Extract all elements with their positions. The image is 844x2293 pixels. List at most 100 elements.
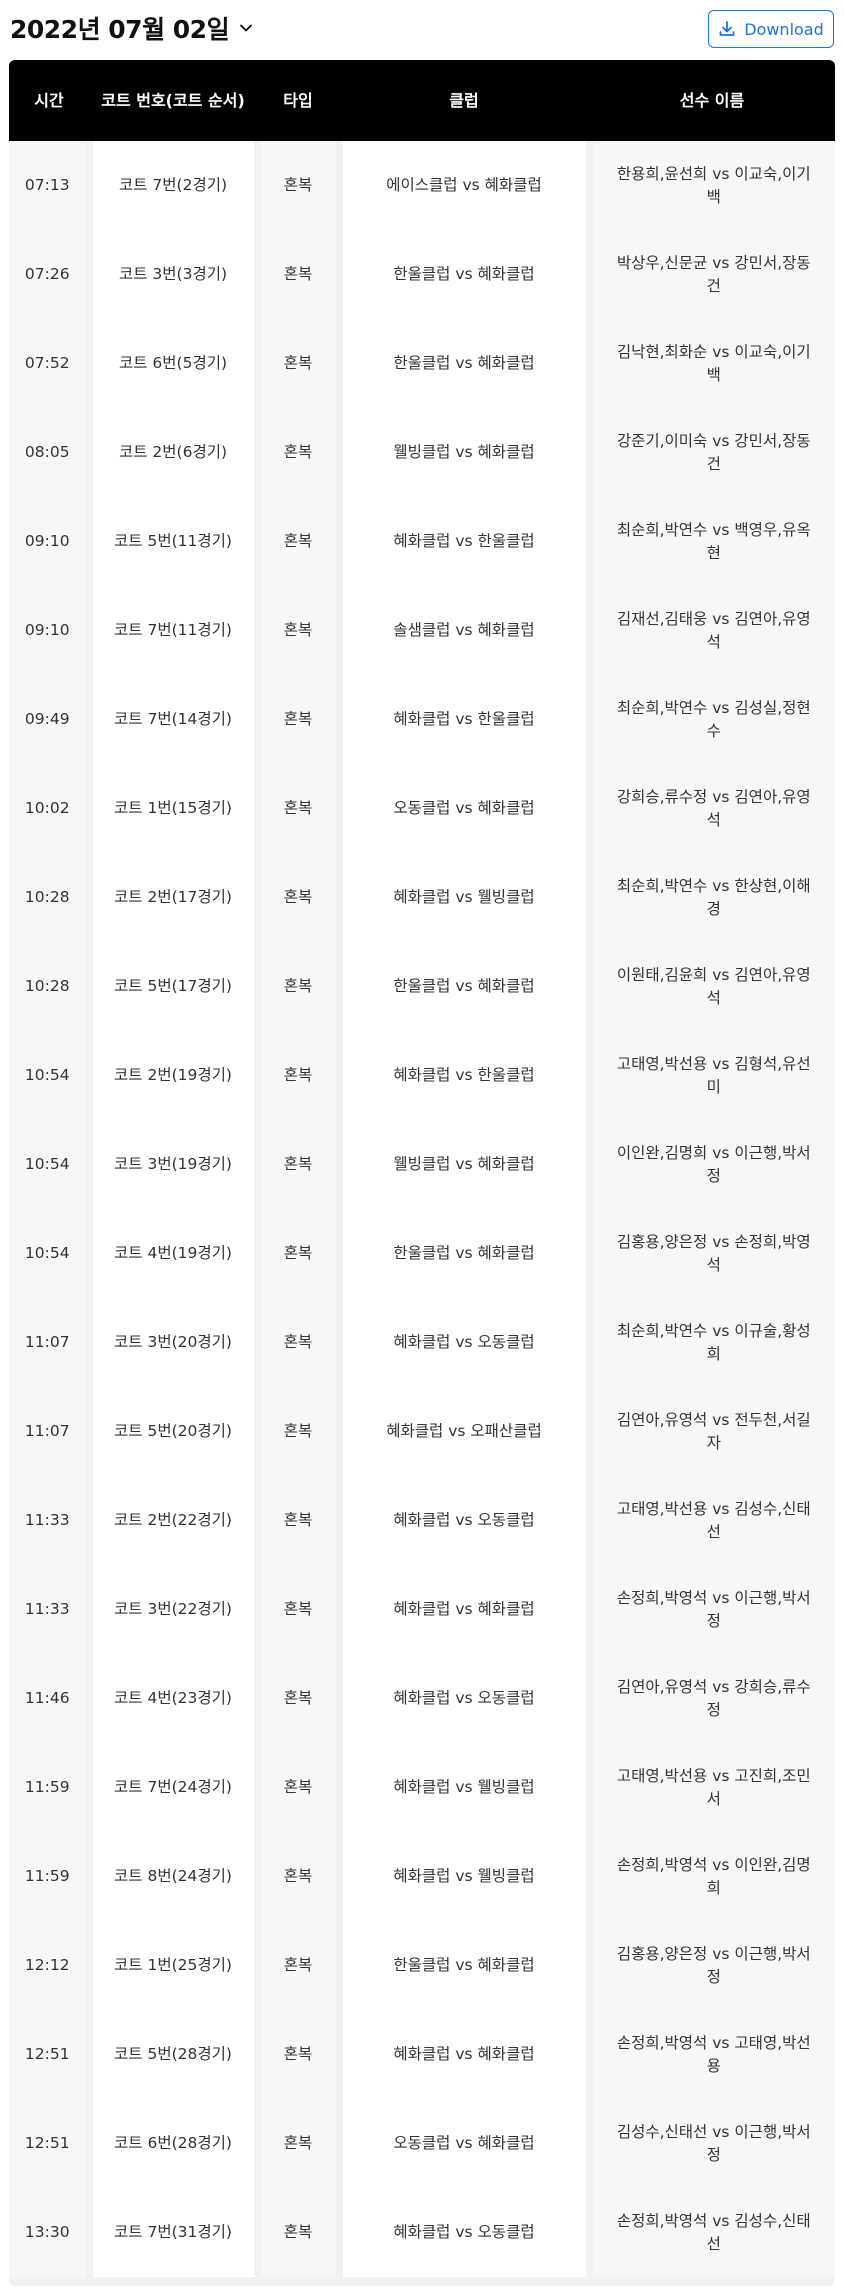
cell-court: 코트 3번(19경기) (89, 1120, 261, 1209)
date-title: 2022년 07월 02일 (10, 15, 230, 44)
cell-time: 11:59 (9, 1832, 93, 1921)
cell-time: 07:52 (9, 319, 93, 408)
cell-club: 오동클럽 vs 혜화클럽 (339, 764, 593, 853)
cell-type: 혼복 (257, 1743, 343, 1832)
cell-court: 코트 5번(28경기) (89, 2010, 261, 2099)
cell-court: 코트 5번(20경기) (89, 1387, 261, 1476)
schedule-table-container: 시간 코트 번호(코트 순서) 타입 클럽 선수 이름 07:13 코트 7번(2… (9, 60, 835, 2286)
cell-players: 강희승,류수정 vs 김연아,유영석 (589, 764, 835, 853)
cell-type: 혼복 (257, 408, 343, 497)
table-row: 10:54 코트 4번(19경기) 혼복 한울클럽 vs 혜화클럽 김홍용,양은정 vs… (9, 1209, 835, 1298)
cell-players: 김홍용,양은정 vs 손정희,박영석 (589, 1209, 835, 1298)
cell-time: 12:51 (9, 2099, 93, 2188)
cell-court: 코트 7번(14경기) (89, 675, 261, 764)
table-row: 11:59 코트 7번(24경기) 혼복 혜화클럽 vs 웰빙클럽 고태영,박선용 vs… (9, 1743, 835, 1832)
cell-players: 한용희,윤선희 vs 이교숙,이기백 (589, 141, 835, 230)
cell-type: 혼복 (257, 1832, 343, 1921)
cell-type: 혼복 (257, 141, 343, 230)
cell-time: 11:33 (9, 1476, 93, 1565)
cell-type: 혼복 (257, 764, 343, 853)
cell-time: 12:12 (9, 1921, 93, 2010)
cell-players: 최순희,박연수 vs 백영우,유옥현 (589, 497, 835, 586)
cell-court: 코트 6번(28경기) (89, 2099, 261, 2188)
cell-club: 에이스클럽 vs 혜화클럽 (339, 141, 593, 230)
table-row: 11:33 코트 2번(22경기) 혼복 혜화클럽 vs 오동클럽 고태영,박선용 vs… (9, 1476, 835, 1565)
cell-players: 최순희,박연수 vs 한상현,이해경 (589, 853, 835, 942)
download-label: Download (744, 19, 824, 39)
cell-court: 코트 7번(31경기) (89, 2188, 261, 2277)
cell-court: 코트 2번(22경기) (89, 1476, 261, 1565)
column-header-players: 선수 이름 (589, 60, 835, 141)
cell-type: 혼복 (257, 1298, 343, 1387)
table-row: 07:13 코트 7번(2경기) 혼복 에이스클럽 vs 혜화클럽 한용희,윤선희 vs… (9, 141, 835, 230)
cell-club: 한울클럽 vs 혜화클럽 (339, 230, 593, 319)
cell-court: 코트 1번(15경기) (89, 764, 261, 853)
cell-time: 10:54 (9, 1031, 93, 1120)
table-row: 10:02 코트 1번(15경기) 혼복 오동클럽 vs 혜화클럽 강희승,류수정 vs… (9, 764, 835, 853)
cell-court: 코트 6번(5경기) (89, 319, 261, 408)
cell-court: 코트 4번(19경기) (89, 1209, 261, 1298)
table-row: 12:51 코트 6번(28경기) 혼복 오동클럽 vs 혜화클럽 김성수,신태선 vs… (9, 2099, 835, 2188)
table-row: 11:07 코트 5번(20경기) 혼복 혜화클럽 vs 오패산클럽 김연아,유영석 v… (9, 1387, 835, 1476)
cell-club: 한울클럽 vs 혜화클럽 (339, 1921, 593, 2010)
date-selector[interactable]: 2022년 07월 02일 (10, 10, 253, 46)
table-row: 10:28 코트 5번(17경기) 혼복 한울클럽 vs 혜화클럽 이원태,김윤희 vs… (9, 942, 835, 1031)
cell-type: 혼복 (257, 1921, 343, 2010)
cell-court: 코트 7번(24경기) (89, 1743, 261, 1832)
table-row: 07:26 코트 3번(3경기) 혼복 한울클럽 vs 혜화클럽 박상우,신문균 vs … (9, 230, 835, 319)
table-row: 09:10 코트 5번(11경기) 혼복 혜화클럽 vs 한울클럽 최순희,박연수 vs… (9, 497, 835, 586)
table-row: 08:05 코트 2번(6경기) 혼복 웰빙클럽 vs 혜화클럽 강준기,이미숙 vs … (9, 408, 835, 497)
cell-time: 11:07 (9, 1298, 93, 1387)
cell-court: 코트 2번(6경기) (89, 408, 261, 497)
top-bar: 2022년 07월 02일 Download (0, 0, 844, 58)
table-row: 13:30 코트 7번(31경기) 혼복 혜화클럽 vs 오동클럽 손정희,박영석 vs… (9, 2188, 835, 2277)
cell-type: 혼복 (257, 497, 343, 586)
cell-club: 오동클럽 vs 혜화클럽 (339, 2099, 593, 2188)
cell-time: 09:10 (9, 586, 93, 675)
cell-type: 혼복 (257, 1209, 343, 1298)
cell-court: 코트 4번(23경기) (89, 1654, 261, 1743)
cell-players: 고태영,박선용 vs 김형석,유선미 (589, 1031, 835, 1120)
cell-type: 혼복 (257, 1654, 343, 1743)
cell-court: 코트 3번(22경기) (89, 1565, 261, 1654)
table-row: 11:46 코트 4번(23경기) 혼복 혜화클럽 vs 오동클럽 김연아,유영석 vs… (9, 1654, 835, 1743)
cell-club: 웰빙클럽 vs 혜화클럽 (339, 408, 593, 497)
cell-type: 혼복 (257, 2188, 343, 2277)
cell-court: 코트 3번(3경기) (89, 230, 261, 319)
cell-type: 혼복 (257, 853, 343, 942)
cell-type: 혼복 (257, 2099, 343, 2188)
cell-players: 김연아,유영석 vs 전두천,서길자 (589, 1387, 835, 1476)
cell-court: 코트 3번(20경기) (89, 1298, 261, 1387)
cell-club: 혜화클럽 vs 오동클럽 (339, 1476, 593, 1565)
cell-club: 혜화클럽 vs 오패산클럽 (339, 1387, 593, 1476)
cell-players: 김재선,김태웅 vs 김연아,유영석 (589, 586, 835, 675)
cell-club: 웰빙클럽 vs 혜화클럽 (339, 1120, 593, 1209)
cell-court: 코트 2번(17경기) (89, 853, 261, 942)
cell-club: 혜화클럽 vs 한울클럽 (339, 675, 593, 764)
download-button[interactable]: Download (708, 10, 834, 48)
cell-court: 코트 7번(2경기) (89, 141, 261, 230)
cell-players: 김연아,유영석 vs 강희승,류수정 (589, 1654, 835, 1743)
cell-players: 손정희,박영석 vs 이근행,박서정 (589, 1565, 835, 1654)
cell-type: 혼복 (257, 586, 343, 675)
cell-time: 07:26 (9, 230, 93, 319)
cell-time: 10:28 (9, 853, 93, 942)
cell-type: 혼복 (257, 675, 343, 764)
cell-type: 혼복 (257, 942, 343, 1031)
cell-club: 혜화클럽 vs 혜화클럽 (339, 2010, 593, 2099)
download-icon (719, 21, 735, 36)
cell-time: 10:54 (9, 1120, 93, 1209)
table-row: 10:54 코트 2번(19경기) 혼복 혜화클럽 vs 한울클럽 고태영,박선용 vs… (9, 1031, 835, 1120)
cell-club: 혜화클럽 vs 오동클럽 (339, 1654, 593, 1743)
cell-club: 혜화클럽 vs 오동클럽 (339, 2188, 593, 2277)
cell-time: 10:28 (9, 942, 93, 1031)
schedule-table: 시간 코트 번호(코트 순서) 타입 클럽 선수 이름 07:13 코트 7번(2… (9, 60, 835, 2277)
cell-time: 11:07 (9, 1387, 93, 1476)
cell-type: 혼복 (257, 230, 343, 319)
cell-time: 11:59 (9, 1743, 93, 1832)
cell-club: 혜화클럽 vs 혜화클럽 (339, 1565, 593, 1654)
cell-players: 김홍용,양은정 vs 이근행,박서정 (589, 1921, 835, 2010)
table-header-row: 시간 코트 번호(코트 순서) 타입 클럽 선수 이름 (9, 60, 835, 141)
cell-court: 코트 7번(11경기) (89, 586, 261, 675)
cell-time: 11:33 (9, 1565, 93, 1654)
